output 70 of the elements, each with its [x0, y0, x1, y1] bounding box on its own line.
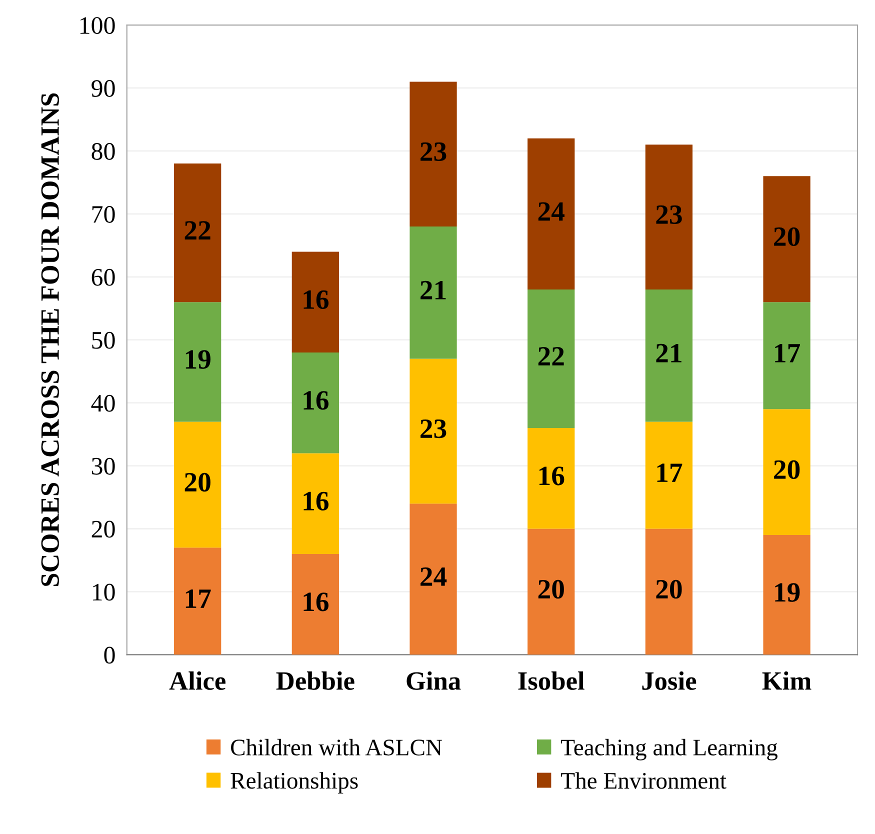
x-tick-label: Alice [169, 671, 226, 690]
data-label: 19 [186, 350, 210, 369]
data-label: 22 [184, 221, 210, 240]
bar [763, 302, 810, 410]
y-axis-title: SCORES ACROSS THE FOUR DOMAINS [41, 93, 60, 586]
bar [174, 302, 222, 422]
legend-label: Relationships [230, 772, 358, 794]
bar [645, 528, 693, 655]
data-label: 21 [656, 344, 682, 362]
x-tick-label: Kim [762, 671, 812, 690]
y-tick-label: 90 [92, 80, 115, 97]
bar [528, 289, 575, 428]
data-label: 16 [539, 466, 564, 486]
y-tick-label: 60 [92, 268, 115, 286]
data-label: 23 [420, 419, 446, 438]
data-label: 20 [184, 472, 210, 492]
data-label: 16 [304, 492, 328, 511]
data-label: 16 [304, 391, 328, 410]
y-tick-label: 50 [92, 332, 115, 349]
bar [763, 409, 810, 536]
data-label: 17 [775, 344, 800, 362]
data-label: 16 [304, 592, 328, 612]
bar [174, 422, 222, 548]
bar [528, 138, 575, 290]
bar [645, 422, 693, 529]
legend-label: The Environment [561, 772, 726, 789]
data-label: 22 [538, 347, 564, 366]
y-tick-label: 0 [104, 646, 115, 664]
data-label: 19 [775, 583, 800, 602]
bar [410, 504, 457, 655]
y-tick-label: 100 [80, 17, 115, 34]
bar [292, 453, 339, 554]
data-label: 16 [304, 290, 328, 310]
legend-label: Children with ASLCN [231, 738, 442, 756]
data-label: 24 [538, 202, 564, 221]
bar [174, 548, 222, 655]
y-tick-label: 70 [92, 206, 115, 223]
bar [292, 352, 339, 454]
bar [292, 252, 339, 352]
y-tick-label: 40 [91, 394, 115, 412]
bar [410, 82, 457, 227]
data-label: 20 [774, 227, 800, 246]
bar [292, 554, 339, 655]
bar [763, 176, 810, 302]
x-tick-label: Gina [406, 671, 461, 690]
data-label: 24 [420, 567, 447, 586]
y-tick-label: 30 [92, 458, 115, 475]
bar [645, 144, 693, 290]
data-label: 21 [420, 280, 446, 300]
y-tick-label: 20 [92, 520, 115, 538]
bar [410, 358, 457, 504]
bar [174, 164, 222, 302]
data-label: 17 [657, 464, 682, 482]
data-label: 20 [538, 580, 564, 599]
x-tick-label: Isobel [518, 671, 584, 690]
x-tick-label: Debbie [276, 671, 354, 690]
data-label: 17 [186, 590, 211, 608]
bar [528, 528, 575, 655]
bar [410, 226, 457, 359]
bar [763, 535, 810, 655]
x-tick-label: Josie [642, 671, 696, 690]
data-label: 23 [656, 205, 682, 224]
legend-label: Teaching and Learning [561, 738, 778, 760]
y-tick-label: 10 [92, 584, 115, 601]
data-label: 23 [420, 142, 446, 162]
data-label: 20 [774, 460, 800, 480]
bar [645, 289, 693, 422]
bar [528, 428, 575, 529]
data-label: 20 [656, 580, 682, 599]
y-tick-label: 80 [92, 143, 115, 160]
